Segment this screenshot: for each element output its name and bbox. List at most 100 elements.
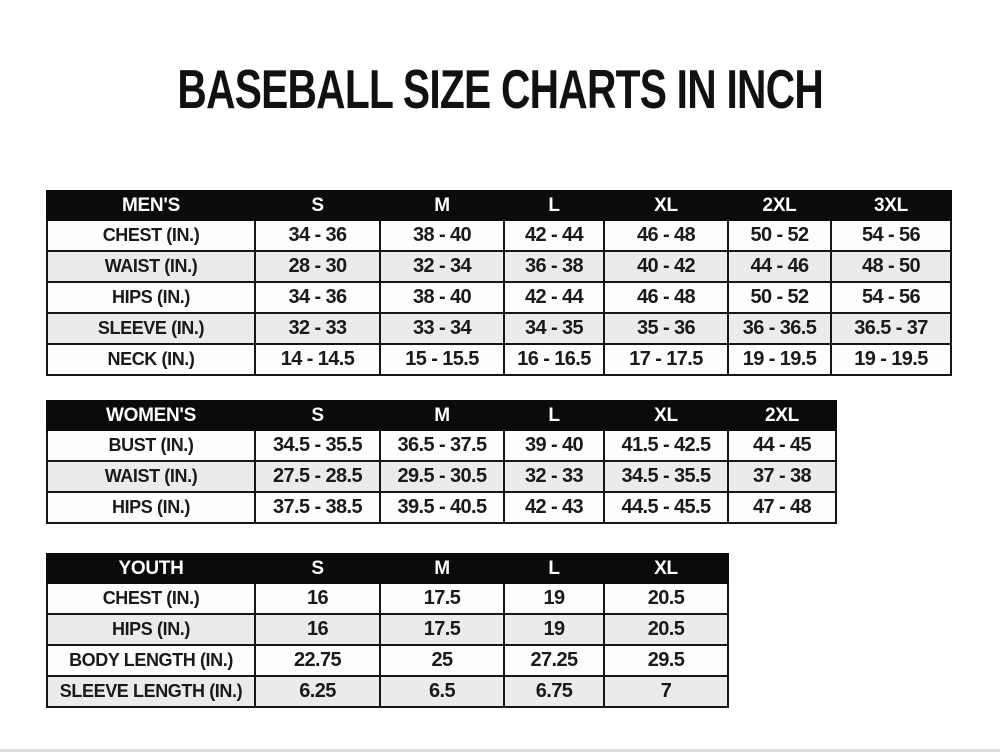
measurement-row: SLEEVE LENGTH (IN.) 6.25 6.5 6.75 7 — [46, 675, 729, 708]
size-column-header: S — [254, 553, 381, 584]
size-column-header: 2XL — [727, 400, 837, 431]
size-value-cell: 50 - 52 — [727, 219, 832, 252]
size-value-cell: 34 - 36 — [254, 281, 381, 314]
size-column-header: 3XL — [830, 190, 952, 221]
measurement-label: WAIST (IN.) — [46, 460, 256, 493]
measurement-row: BODY LENGTH (IN.) 22.75 25 27.25 29.5 — [46, 644, 729, 677]
size-value-cell: 34.5 - 35.5 — [603, 460, 729, 493]
measurement-label: SLEEVE (IN.) — [46, 312, 256, 345]
mens-size-table: MEN'S S M L XL 2XL 3XL CHEST (IN.) 34 - 36 38 - … — [46, 190, 952, 376]
size-value-cell: 32 - 33 — [503, 460, 605, 493]
size-value-cell: 20.5 — [603, 613, 729, 646]
size-value-cell: 17 - 17.5 — [603, 343, 729, 376]
image-bottom-edge — [0, 749, 1000, 752]
measurement-row: WAIST (IN.) 27.5 - 28.5 29.5 - 30.5 32 - 33… — [46, 460, 837, 493]
size-value-cell: 39 - 40 — [503, 429, 605, 462]
measurement-row: SLEEVE (IN.) 32 - 33 33 - 34 34 - 35 35 - 36… — [46, 312, 952, 345]
measurement-label: CHEST (IN.) — [46, 219, 256, 252]
measurement-row: HIPS (IN.) 37.5 - 38.5 39.5 - 40.5 42 - 43 4… — [46, 491, 837, 524]
size-value-cell: 29.5 - 30.5 — [379, 460, 505, 493]
youth-size-table: YOUTH S M L XL CHEST (IN.) 16 17.5 19 20.5 HIPS (… — [46, 553, 729, 708]
measurement-row: CHEST (IN.) 16 17.5 19 20.5 — [46, 582, 729, 615]
size-value-cell: 16 — [254, 582, 381, 615]
size-value-cell: 28 - 30 — [254, 250, 381, 283]
size-value-cell: 34.5 - 35.5 — [254, 429, 381, 462]
size-value-cell: 36 - 38 — [503, 250, 605, 283]
size-value-cell: 39.5 - 40.5 — [379, 491, 505, 524]
youth-header-row: YOUTH S M L XL — [46, 553, 729, 584]
size-value-cell: 17.5 — [379, 582, 505, 615]
measurement-label: HIPS (IN.) — [46, 613, 256, 646]
size-value-cell: 19 — [503, 582, 605, 615]
size-value-cell: 36 - 36.5 — [727, 312, 832, 345]
size-column-header: L — [503, 553, 605, 584]
size-value-cell: 42 - 44 — [503, 219, 605, 252]
size-value-cell: 6.25 — [254, 675, 381, 708]
size-value-cell: 19 - 19.5 — [830, 343, 952, 376]
measurement-row: BUST (IN.) 34.5 - 35.5 36.5 - 37.5 39 - 40 4… — [46, 429, 837, 462]
size-value-cell: 38 - 40 — [379, 281, 505, 314]
mens-table-body: CHEST (IN.) 34 - 36 38 - 40 42 - 44 46 - 48 5… — [46, 219, 952, 376]
size-value-cell: 17.5 — [379, 613, 505, 646]
womens-header-row: WOMEN'S S M L XL 2XL — [46, 400, 837, 431]
size-value-cell: 38 - 40 — [379, 219, 505, 252]
page-title: BASEBALL SIZE CHARTS IN INCH — [0, 62, 1000, 117]
measurement-row: HIPS (IN.) 34 - 36 38 - 40 42 - 44 46 - 48 50… — [46, 281, 952, 314]
size-column-header: 2XL — [727, 190, 832, 221]
size-column-header: M — [379, 553, 505, 584]
size-value-cell: 19 - 19.5 — [727, 343, 832, 376]
measurement-label: HIPS (IN.) — [46, 281, 256, 314]
size-value-cell: 47 - 48 — [727, 491, 837, 524]
size-column-header: M — [379, 190, 505, 221]
size-column-header: XL — [603, 400, 729, 431]
size-value-cell: 33 - 34 — [379, 312, 505, 345]
size-value-cell: 42 - 44 — [503, 281, 605, 314]
size-value-cell: 36.5 - 37.5 — [379, 429, 505, 462]
mens-table-header: MEN'S S M L XL 2XL 3XL — [46, 190, 952, 221]
size-column-header: S — [254, 400, 381, 431]
youth-table-header: YOUTH S M L XL — [46, 553, 729, 584]
size-value-cell: 34 - 35 — [503, 312, 605, 345]
size-value-cell: 27.25 — [503, 644, 605, 677]
size-value-cell: 27.5 - 28.5 — [254, 460, 381, 493]
youth-table-body: CHEST (IN.) 16 17.5 19 20.5 HIPS (IN.) 16 17.5 1… — [46, 582, 729, 708]
measurement-label: BODY LENGTH (IN.) — [46, 644, 256, 677]
size-value-cell: 32 - 33 — [254, 312, 381, 345]
womens-size-table: WOMEN'S S M L XL 2XL BUST (IN.) 34.5 - 35.5 36.… — [46, 400, 837, 524]
measurement-row: HIPS (IN.) 16 17.5 19 20.5 — [46, 613, 729, 646]
size-column-header: XL — [603, 190, 729, 221]
measurement-label: CHEST (IN.) — [46, 582, 256, 615]
size-value-cell: 41.5 - 42.5 — [603, 429, 729, 462]
size-value-cell: 6.75 — [503, 675, 605, 708]
size-value-cell: 44.5 - 45.5 — [603, 491, 729, 524]
page-title-text: BASEBALL SIZE CHARTS IN INCH — [177, 58, 823, 120]
size-value-cell: 44 - 45 — [727, 429, 837, 462]
size-value-cell: 32 - 34 — [379, 250, 505, 283]
size-value-cell: 16 — [254, 613, 381, 646]
size-column-header: L — [503, 400, 605, 431]
size-value-cell: 20.5 — [603, 582, 729, 615]
measurement-row: CHEST (IN.) 34 - 36 38 - 40 42 - 44 46 - 48 5… — [46, 219, 952, 252]
size-value-cell: 46 - 48 — [603, 219, 729, 252]
size-value-cell: 34 - 36 — [254, 219, 381, 252]
size-value-cell: 19 — [503, 613, 605, 646]
size-column-header: M — [379, 400, 505, 431]
size-value-cell: 37 - 38 — [727, 460, 837, 493]
size-value-cell: 54 - 56 — [830, 219, 952, 252]
size-column-header: S — [254, 190, 381, 221]
size-column-header: XL — [603, 553, 729, 584]
size-value-cell: 46 - 48 — [603, 281, 729, 314]
size-column-header: L — [503, 190, 605, 221]
measurement-label: NECK (IN.) — [46, 343, 256, 376]
size-value-cell: 7 — [603, 675, 729, 708]
womens-table-header: WOMEN'S S M L XL 2XL — [46, 400, 837, 431]
womens-table-body: BUST (IN.) 34.5 - 35.5 36.5 - 37.5 39 - 40 4… — [46, 429, 837, 524]
youth-group-label: YOUTH — [46, 553, 256, 584]
size-value-cell: 22.75 — [254, 644, 381, 677]
size-value-cell: 15 - 15.5 — [379, 343, 505, 376]
measurement-label: BUST (IN.) — [46, 429, 256, 462]
mens-header-row: MEN'S S M L XL 2XL 3XL — [46, 190, 952, 221]
size-value-cell: 40 - 42 — [603, 250, 729, 283]
measurement-row: WAIST (IN.) 28 - 30 32 - 34 36 - 38 40 - 42 4… — [46, 250, 952, 283]
